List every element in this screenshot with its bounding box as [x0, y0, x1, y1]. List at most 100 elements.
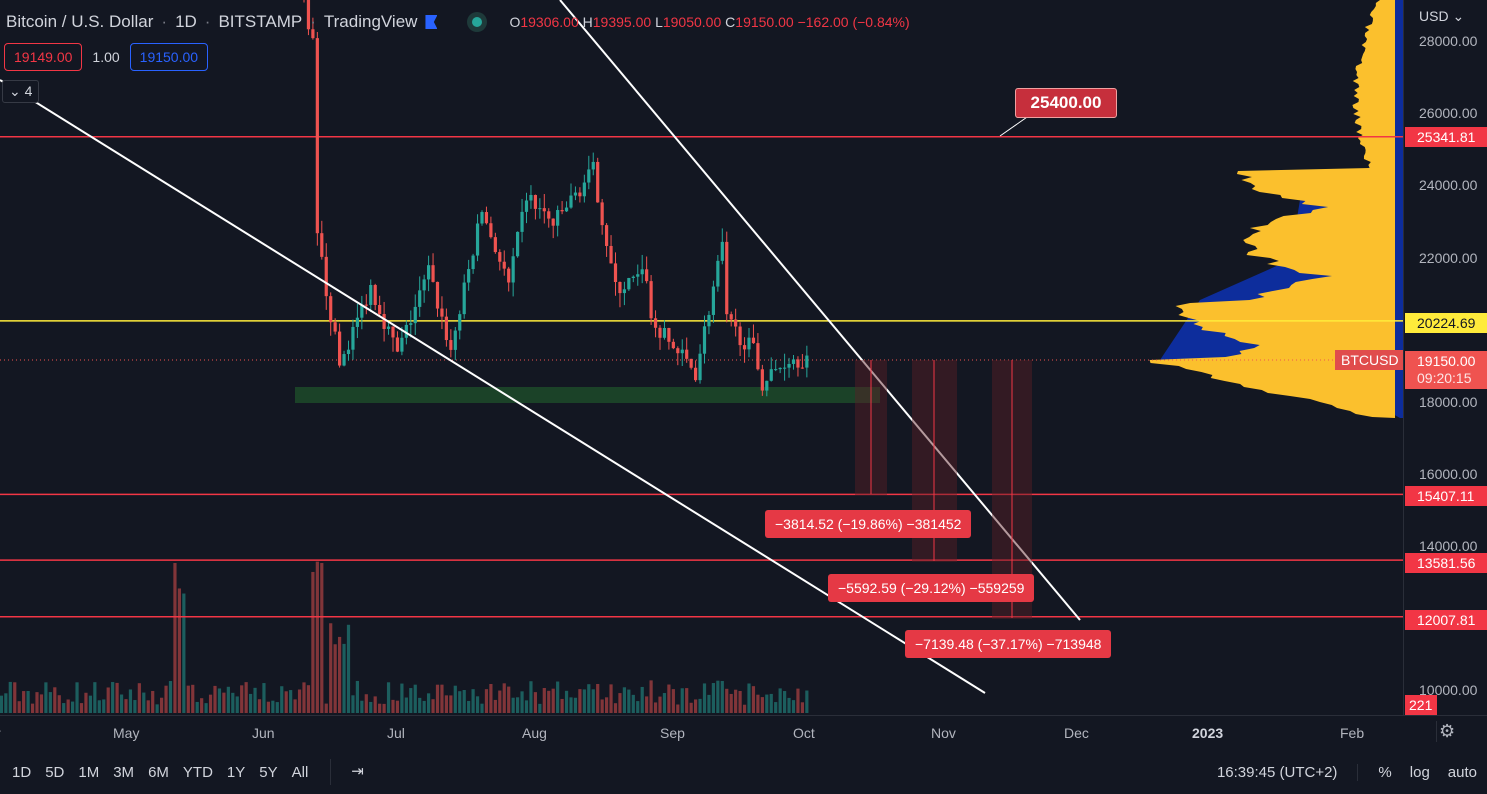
volume-bar: [195, 701, 199, 713]
volume-bar: [453, 685, 457, 713]
volume-bar: [480, 703, 484, 713]
volume-bar: [355, 680, 359, 713]
candle-body: [520, 211, 524, 232]
tick: 10000.00: [1419, 682, 1478, 698]
range-1d[interactable]: 1D: [12, 763, 32, 781]
range-5d[interactable]: 5D: [45, 763, 65, 781]
candle-body: [707, 314, 711, 327]
candle-body: [760, 369, 764, 391]
percent-toggle[interactable]: %: [1357, 763, 1392, 781]
candle-body: [662, 327, 667, 338]
candle-body: [329, 296, 333, 323]
auto-toggle[interactable]: auto: [1447, 763, 1477, 781]
goto-date-icon[interactable]: ⇥: [330, 759, 364, 785]
time-label: 2023: [1192, 725, 1224, 741]
volume-bar: [204, 703, 208, 713]
volume-bar: [93, 682, 97, 713]
candle-body: [320, 233, 324, 257]
volume-bar: [787, 697, 791, 713]
candle-body: [556, 210, 560, 226]
time-axis[interactable]: r May Jun Jul Aug Sep Oct Nov Dec 2023 F…: [0, 715, 1487, 750]
sell-button[interactable]: 19149.00: [4, 43, 83, 71]
log-toggle[interactable]: log: [1409, 763, 1430, 781]
candle-body: [694, 367, 698, 381]
range-ytd[interactable]: YTD: [182, 763, 213, 781]
volume-bar: [698, 698, 702, 713]
price-axis[interactable]: USD ⌄ 28000.00 26000.00 24000.00 22000.0…: [1403, 0, 1487, 715]
candle-body: [796, 359, 800, 368]
volume-bar: [302, 682, 306, 713]
volume-bar: [391, 699, 395, 713]
candle-body: [333, 322, 337, 332]
volume-bar: [17, 701, 21, 713]
volume-bar: [760, 697, 764, 713]
price-chart[interactable]: [0, 0, 1403, 715]
candle-body: [573, 192, 578, 196]
symbol-tag: BTCUSD: [1335, 350, 1405, 370]
volume-bar: [471, 689, 475, 713]
time-label: r: [0, 725, 1, 741]
range-3m[interactable]: 3M: [113, 763, 135, 781]
volume-bar: [386, 682, 391, 713]
volume-bar: [435, 684, 440, 713]
volume-bar: [226, 686, 230, 713]
measure-1[interactable]: [855, 360, 887, 495]
interval[interactable]: 1D: [175, 12, 197, 31]
volume-bar: [516, 697, 520, 713]
candle-body: [702, 326, 707, 354]
settings-gear-icon[interactable]: ⚙: [1436, 721, 1455, 742]
volume-bar: [751, 686, 756, 713]
candle-body: [524, 200, 529, 212]
bottom-toolbar: 1D 5D 1M 3M 6M YTD 1Y 5Y All ⇥ 16:39:45 …: [0, 750, 1487, 794]
range-1y[interactable]: 1Y: [226, 763, 246, 781]
volume-bar: [57, 695, 61, 713]
volume-bar: [609, 684, 613, 713]
support-zone[interactable]: [295, 387, 880, 403]
range-5y[interactable]: 5Y: [259, 763, 278, 781]
volume-bar: [84, 692, 88, 713]
candle-body: [360, 304, 364, 318]
volume-bar: [511, 697, 515, 713]
volume-bar: [680, 688, 684, 713]
indicators-toggle[interactable]: ⌄ 4: [2, 80, 40, 103]
measure-label-3[interactable]: −7139.48 (−37.17%) −713948: [905, 630, 1112, 658]
candle-body: [507, 268, 511, 283]
candle-body: [395, 337, 400, 352]
clock[interactable]: 16:39:45 (UTC+2): [1216, 763, 1338, 781]
volume-bar: [222, 692, 226, 713]
trendline-upper[interactable]: [559, 0, 1081, 621]
time-label: Jul: [387, 725, 405, 741]
currency-selector[interactable]: USD ⌄: [1419, 8, 1465, 24]
trendline-lower[interactable]: [0, 79, 986, 694]
measure-label-2[interactable]: −5592.59 (−29.12%) −559259: [828, 574, 1035, 602]
range-1m[interactable]: 1M: [78, 763, 100, 781]
candle-body: [475, 223, 480, 256]
volume-bar: [293, 699, 297, 713]
volume-bar: [720, 680, 724, 713]
volume-bar: [320, 563, 324, 713]
candle-body: [618, 281, 622, 294]
time-label: May: [113, 725, 140, 741]
symbol-name[interactable]: Bitcoin / U.S. Dollar: [6, 12, 154, 31]
volume-bar: [591, 689, 595, 713]
volume-bar: [173, 563, 177, 713]
measure-label-1[interactable]: −3814.52 (−19.86%) −381452: [765, 510, 972, 538]
candle-body: [453, 330, 457, 350]
flag-icon[interactable]: [425, 15, 438, 29]
range-all[interactable]: All: [291, 763, 309, 781]
buy-button[interactable]: 19150.00: [129, 43, 209, 71]
level-tag: 13581.56: [1405, 553, 1487, 573]
volume-bar: [613, 703, 618, 713]
range-6m[interactable]: 6M: [148, 763, 169, 781]
candle-body: [751, 337, 756, 344]
candle-body: [591, 161, 595, 170]
volume-bar: [249, 693, 253, 713]
price-callout[interactable]: 25400.00: [1015, 88, 1117, 118]
volume-bar: [133, 700, 137, 713]
candle-body: [720, 241, 724, 261]
candle-body: [783, 367, 787, 369]
candle-body: [342, 354, 346, 366]
candle-body: [400, 337, 404, 352]
volume-tag: 221: [1405, 695, 1437, 715]
volume-bar: [13, 682, 17, 713]
